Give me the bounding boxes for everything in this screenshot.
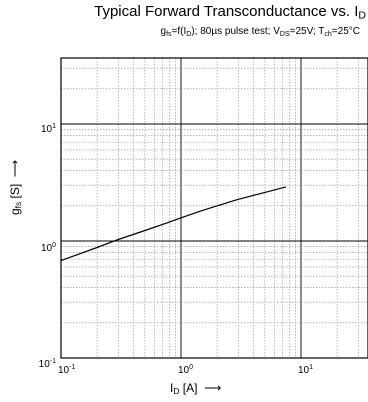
y-tick-label-10-1: 101 (40, 123, 56, 135)
series-layer (60, 186, 287, 262)
series-line-0 (60, 186, 287, 262)
grid (61, 58, 368, 358)
chart-subtitle: gfs=f(ID); 80µs pulse test; VDS=25V; Tch… (160, 26, 360, 38)
x-tick-label-10-neg1: 10-1 (58, 364, 76, 376)
x-tick-label-10-1: 101 (298, 364, 314, 376)
x-axis-label: ID [A] ⟶ (170, 381, 222, 397)
y-axis-label: gfs [S] ⟶ (8, 159, 24, 215)
x-tick-label-10-0: 100 (178, 364, 194, 376)
y-tick-label-10-neg1: 10-1 (38, 358, 56, 370)
chart-title: Typical Forward Transconductance vs. ID (94, 3, 366, 22)
y-tick-label-10-0: 100 (40, 242, 56, 254)
plot-frame (60, 57, 368, 359)
